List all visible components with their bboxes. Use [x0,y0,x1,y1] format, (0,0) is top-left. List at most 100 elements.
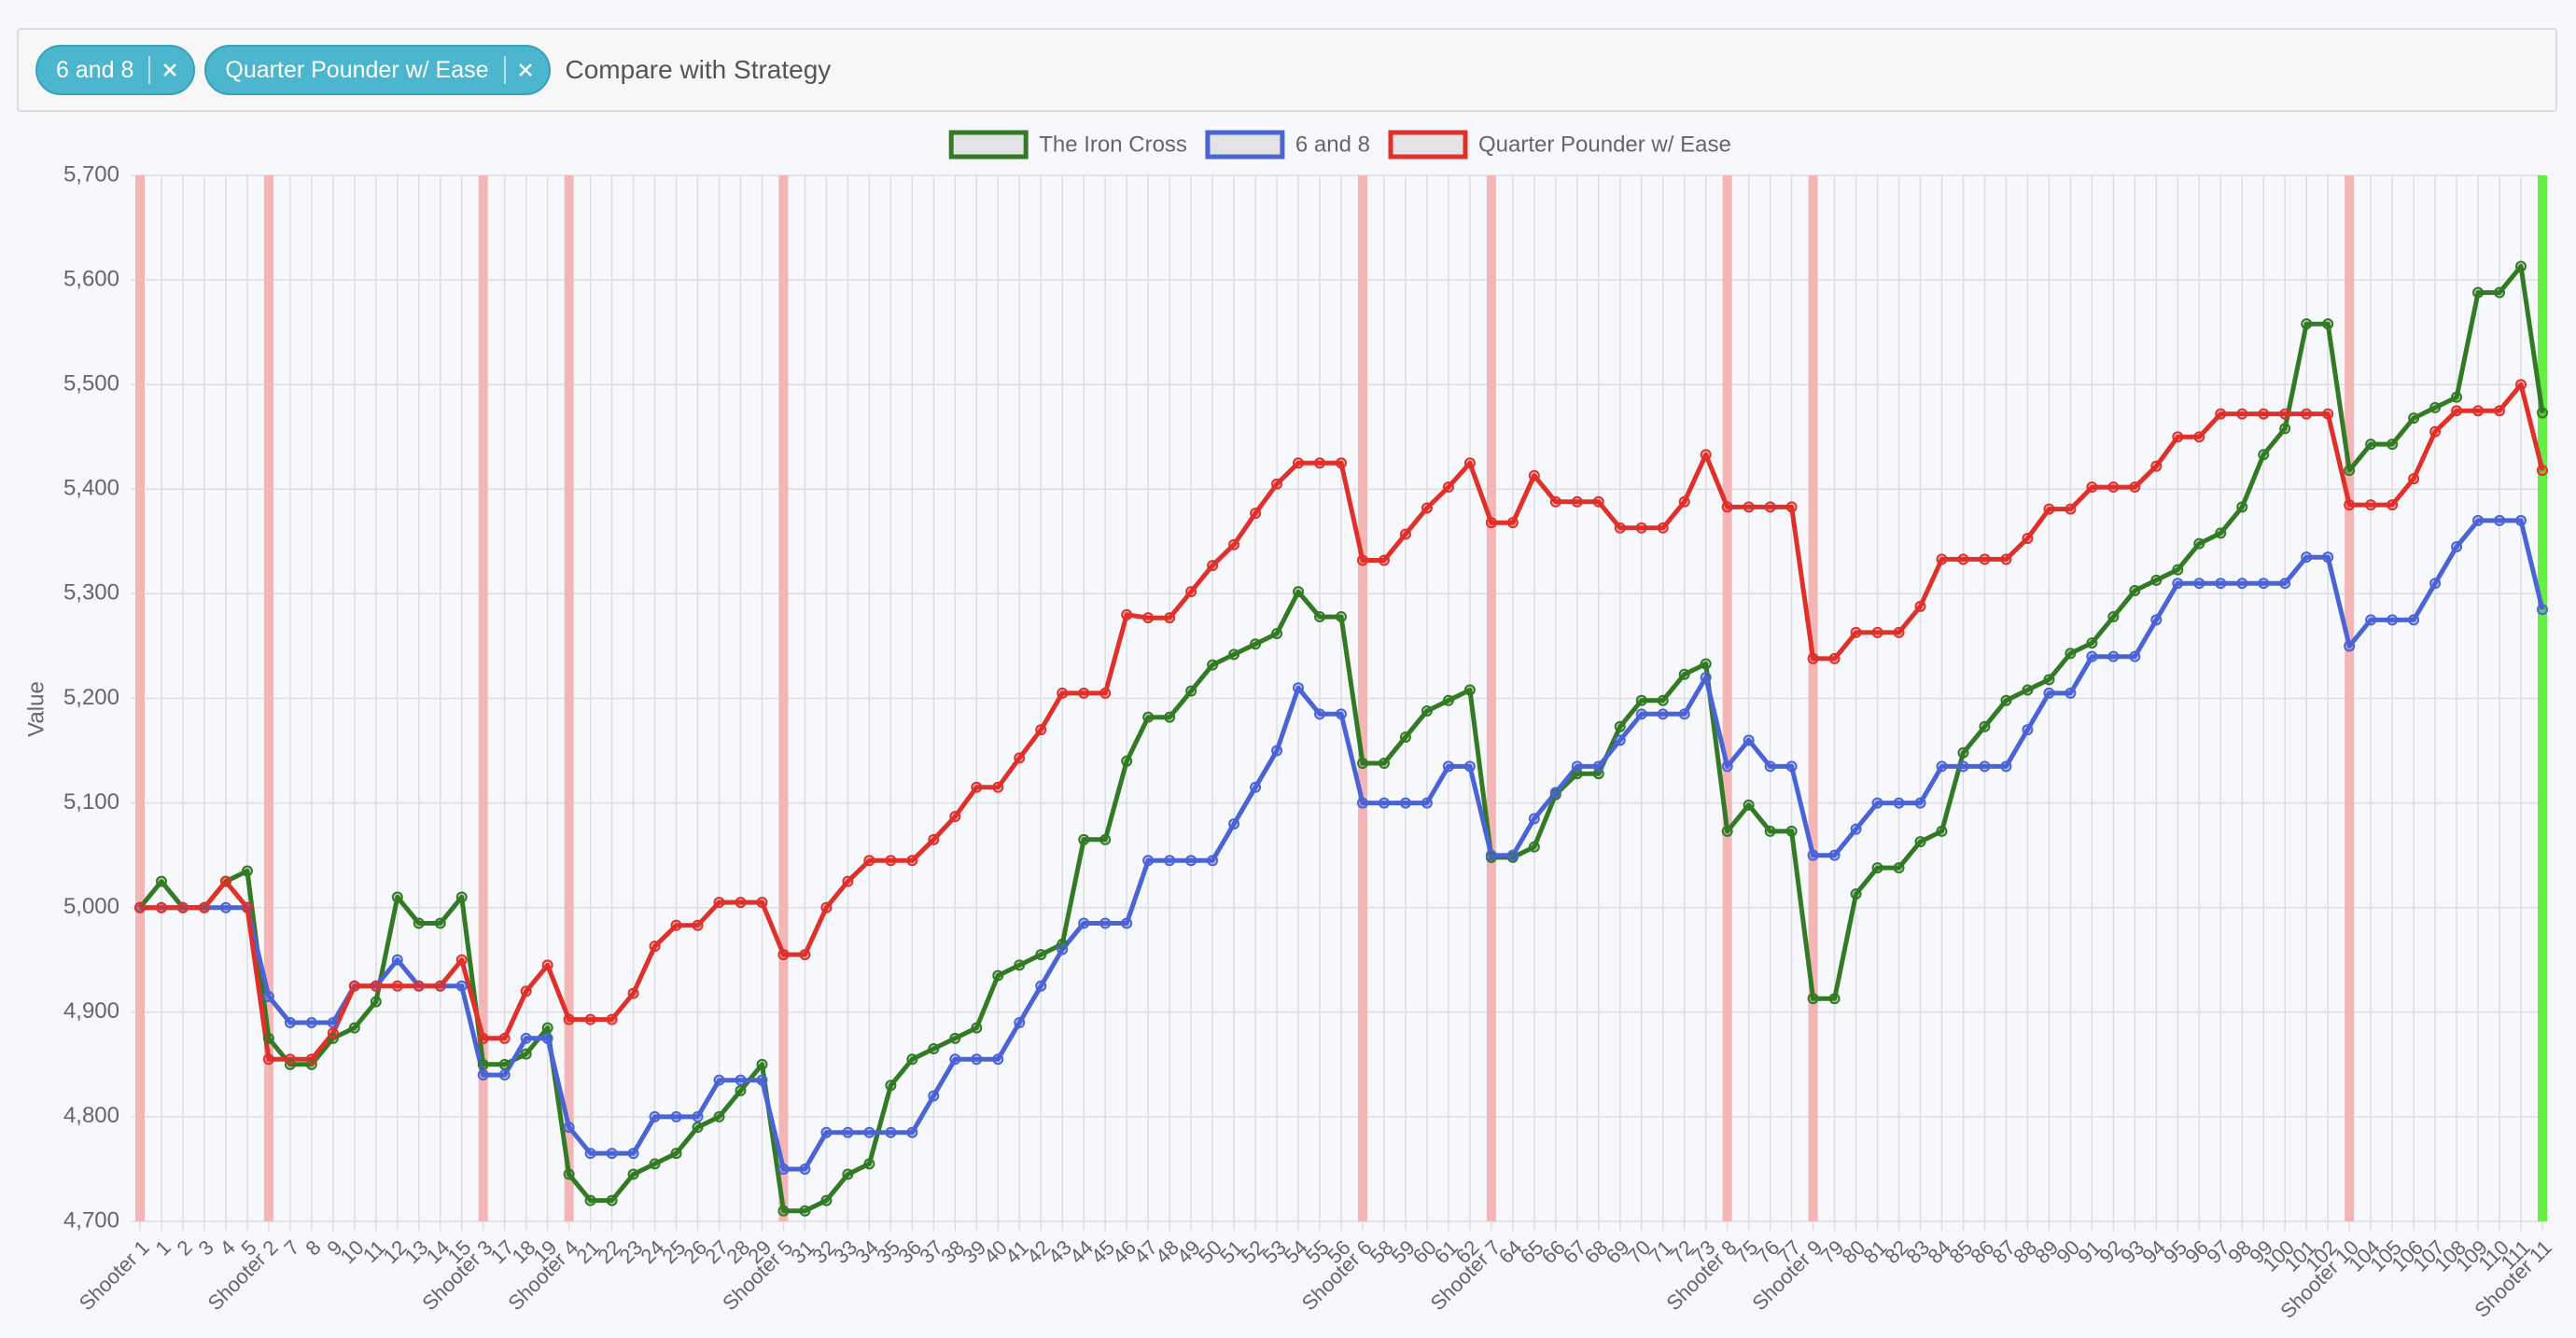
data-point [1893,862,1905,874]
data-point [1914,836,1926,848]
data-point [1185,586,1197,598]
data-point [2150,460,2163,472]
data-point [498,1032,511,1044]
x-tick-label: 7 [279,1235,303,1260]
data-point [563,1013,575,1025]
data-point [649,941,661,953]
data-point [2086,481,2098,494]
data-point [541,1032,553,1044]
series-line [140,382,2545,1062]
data-point [1293,586,1305,598]
data-point [1164,855,1176,867]
search-input[interactable]: Compare with Strategy [565,55,832,84]
data-point [327,1027,339,1039]
data-point [284,1053,296,1066]
data-point [1421,797,1433,809]
data-point [820,1126,833,1138]
data-point [2000,760,2012,773]
data-point [735,897,747,909]
data-point [219,875,231,887]
remove-icon[interactable] [161,62,178,78]
data-point [584,1148,596,1160]
data-point [1250,638,1262,650]
data-point [1979,553,1991,565]
data-point [1378,758,1390,770]
data-point [2408,412,2420,425]
data-point [799,1163,811,1175]
data-point [606,1148,618,1160]
y-tick-label: 4,700 [63,1207,119,1233]
data-point [885,1080,897,1092]
data-point [2022,724,2034,736]
data-point [2408,473,2420,485]
legend-label: Quarter Pounder w/ Ease [1478,132,1731,157]
remove-icon[interactable] [517,62,534,78]
data-point [134,901,146,913]
data-point [1207,855,1219,867]
data-point [541,959,553,971]
data-point [1785,825,1798,837]
data-point [1399,797,1411,809]
data-point [1142,612,1155,624]
data-point [1657,694,1669,706]
data-point [606,1013,618,1025]
data-point [2301,318,2313,330]
data-point [670,1110,682,1122]
data-point [1336,708,1347,720]
data-point [413,980,425,992]
y-tick-label: 5,000 [63,894,119,919]
strategy-filter[interactable]: 6 and 8 Quarter Pounder w/ Ease Compare … [17,28,2557,112]
shooter-band [778,175,789,1221]
data-point [2172,578,2184,590]
data-point [1314,611,1326,623]
data-point [305,1017,317,1029]
y-tick-label: 5,200 [63,685,119,710]
data-point [1250,508,1262,520]
shooter-band [564,175,574,1221]
chip[interactable]: Quarter Pounder w/ Ease [204,45,551,95]
data-point [2258,578,2270,590]
chip[interactable]: 6 and 8 [35,45,196,95]
y-axis-title: Value [23,681,49,737]
data-point [2451,540,2463,552]
data-point [563,1122,575,1134]
data-point [627,987,639,999]
data-point [241,865,253,877]
data-point [713,1074,725,1086]
data-point [928,1090,940,1102]
data-point [1485,517,1497,529]
data-point [477,1058,489,1070]
data-point [1271,478,1283,490]
data-point [2172,564,2184,576]
data-point [735,1074,747,1086]
data-point [1078,833,1090,845]
data-point [1893,626,1905,638]
data-point [1421,502,1433,514]
data-point [1721,760,1733,773]
data-point [606,1194,618,1206]
data-point [155,901,167,913]
data-point [1678,495,1690,508]
data-point [756,897,768,909]
y-tick-label: 5,400 [63,476,119,501]
data-point [1014,1017,1026,1029]
data-point [1506,517,1519,529]
data-point [1528,469,1540,481]
data-point [541,1022,553,1034]
data-point [520,1032,532,1044]
data-point [1614,522,1626,534]
chip-label: 6 and 8 [56,56,134,83]
data-point [1185,855,1197,867]
data-point [455,954,468,966]
data-point [2387,499,2399,511]
data-point [155,875,167,887]
data-point [1314,457,1326,469]
data-point [777,1205,790,1217]
shooter-band [1357,175,1367,1221]
data-point [1035,724,1047,736]
data-point [1914,797,1926,809]
data-point [1506,849,1519,861]
data-point [2301,408,2313,420]
data-point [992,969,1004,982]
